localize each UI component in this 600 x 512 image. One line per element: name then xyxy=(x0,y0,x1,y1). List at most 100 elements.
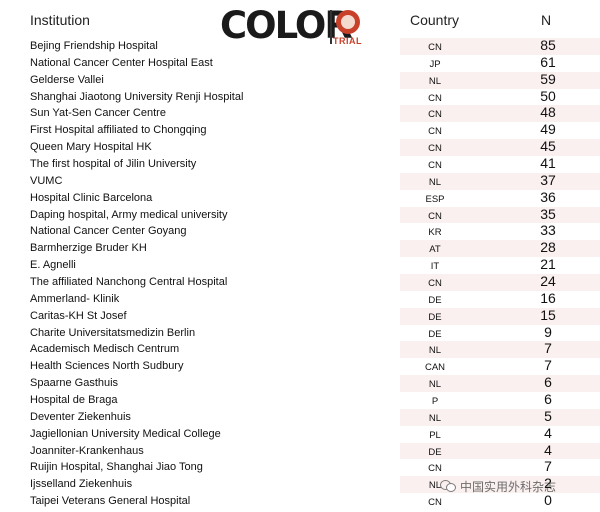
n-cell: 36 xyxy=(540,188,556,205)
institution-cell: Health Sciences North Sudbury xyxy=(30,360,184,373)
country-cell: CN xyxy=(428,143,442,155)
header-country: Country xyxy=(410,12,460,28)
table-row: Joanniter-Krankenhaus DE 4 xyxy=(0,441,600,460)
institution-cell: Queen Mary Hospital HK xyxy=(30,141,152,154)
table-row: National Cancer Center Hospital East JP 61 xyxy=(0,53,600,72)
watermark: 中国实用外科杂志 xyxy=(440,478,590,496)
table-row: Taipei Veterans General Hospital CN 0 xyxy=(0,492,600,510)
country-cell: NL xyxy=(428,345,442,357)
table-row: Deventer Ziekenhuis NL 5 xyxy=(0,407,600,426)
country-cell: JP xyxy=(429,58,441,70)
n-cell: 21 xyxy=(540,256,556,273)
n-cell: 6 xyxy=(544,391,552,408)
header-n: N xyxy=(541,12,552,28)
country-cell: CAN xyxy=(424,362,446,374)
n-cell: 5 xyxy=(544,407,552,424)
country-cell: CN xyxy=(428,42,442,53)
n-cell: 24 xyxy=(540,273,556,290)
country-cell: PL xyxy=(429,429,441,441)
n-cell: 45 xyxy=(540,138,556,155)
table-row: Hospital de Braga P 6 xyxy=(0,391,600,409)
table-row: Queen Mary Hospital HK CN 45 xyxy=(0,138,600,156)
institution-cell: Bejing Friendship Hospital xyxy=(30,40,158,52)
n-cell: 48 xyxy=(540,104,556,121)
country-cell: CN xyxy=(428,126,442,138)
table-row: Sun Yat-Sen Cancer Centre CN 48 xyxy=(0,104,600,123)
logo-divider xyxy=(330,10,332,44)
table-row: Academisch Medisch Centrum NL 7 xyxy=(0,340,600,359)
n-cell: 28 xyxy=(540,239,556,256)
n-cell: 9 xyxy=(544,323,552,340)
table-row: Jagiellonian University Medical College P… xyxy=(0,424,600,443)
n-cell: 59 xyxy=(540,70,556,87)
n-cell: 6 xyxy=(544,374,552,391)
table-row: Ammerland- Klinik DE 16 xyxy=(0,289,600,308)
institution-cell: Academisch Medisch Centrum xyxy=(30,343,180,356)
institution-cell: E. Agnelli xyxy=(30,259,76,272)
country-cell: ESP xyxy=(425,193,445,205)
institution-cell: Shanghai Jiaotong University Renji Hospi… xyxy=(30,90,244,103)
institution-cell: Hospital de Braga xyxy=(30,394,118,407)
institution-cell: Gelderse Vallei xyxy=(30,73,104,86)
table-row: National Cancer Center Goyang KR 33 xyxy=(0,222,600,240)
table-row: The affiliated Nanchong Central Hospital… xyxy=(0,273,600,291)
institution-cell: The first hospital of Jilin University xyxy=(30,158,197,171)
table-row: Bejing Friendship Hospital CN 85 xyxy=(0,37,600,55)
n-cell: 61 xyxy=(540,53,556,70)
institution-cell: Ijsselland Ziekenhuis xyxy=(30,478,133,491)
table-row: Hospital Clinic Barcelona ESP 36 xyxy=(0,188,600,207)
table-row: Ijsselland Ziekenhuis NL 2 xyxy=(0,475,600,494)
institution-cell: Daping hospital, Army medical university xyxy=(30,208,228,221)
n-cell: 4 xyxy=(544,441,552,458)
n-cell: 33 xyxy=(540,222,556,239)
n-cell: 7 xyxy=(544,357,552,374)
logo-trial-text: TRIAL xyxy=(333,36,362,46)
n-cell: 50 xyxy=(540,87,556,104)
table-row: Shanghai Jiaotong University Renji Hospi… xyxy=(0,87,600,106)
institution-cell: Joanniter-Krankenhaus xyxy=(30,444,144,457)
institution-cell: Taipei Veterans General Hospital xyxy=(30,495,191,508)
country-cell: CN xyxy=(428,109,442,121)
country-cell: CN xyxy=(428,210,442,222)
country-cell: CN xyxy=(428,278,442,290)
institution-cell: National Cancer Center Goyang xyxy=(30,225,187,238)
logo-badge-icon xyxy=(336,10,360,34)
institution-cell: Spaarne Gasthuis xyxy=(30,377,119,390)
n-cell: 15 xyxy=(540,306,556,323)
country-cell: IT xyxy=(430,261,440,273)
country-cell: NL xyxy=(428,176,442,188)
table-row: Caritas-KH St Josef DE 15 xyxy=(0,306,600,325)
country-cell: NL xyxy=(428,480,442,492)
table-row: Daping hospital, Army medical university… xyxy=(0,206,600,224)
country-cell: NL xyxy=(428,412,442,424)
institution-cell: First Hospital affiliated to Chongqing xyxy=(30,124,207,137)
country-cell: CN xyxy=(428,463,442,475)
table-row: The first hospital of Jilin University CN… xyxy=(0,155,600,173)
country-cell: P xyxy=(431,396,439,408)
n-cell: 4 xyxy=(544,424,552,441)
n-cell: 16 xyxy=(540,289,556,306)
institution-cell: Caritas-KH St Josef xyxy=(30,309,127,322)
header-institution: Institution xyxy=(30,12,90,28)
country-cell: DE xyxy=(428,294,442,306)
institution-cell: Sun Yat-Sen Cancer Centre xyxy=(30,107,166,120)
table-row: Charite Universitatsmedizin Berlin DE 9 xyxy=(0,323,600,342)
country-cell: CN xyxy=(428,497,442,509)
institution-cell: National Cancer Center Hospital East xyxy=(30,56,213,69)
institution-cell: Jagiellonian University Medical College xyxy=(30,427,221,440)
country-cell: CN xyxy=(428,92,442,104)
n-cell: 49 xyxy=(540,121,556,138)
n-cell: 37 xyxy=(540,171,556,188)
table-row: Health Sciences North Sudbury CAN 7 xyxy=(0,357,600,375)
n-cell: 41 xyxy=(540,155,556,172)
institution-cell: The affiliated Nanchong Central Hospital xyxy=(30,276,228,289)
n-cell: 85 xyxy=(540,37,556,53)
table-row: First Hospital affiliated to Chongqing CN… xyxy=(0,121,600,139)
institution-cell: Charite Universitatsmedizin Berlin xyxy=(30,326,196,339)
table-row: Spaarne Gasthuis NL 6 xyxy=(0,374,600,392)
country-cell: NL xyxy=(428,379,442,391)
table-row: Ruijin Hospital, Shanghai Jiao Tong CN 7 xyxy=(0,458,600,476)
table-row: Gelderse Vallei NL 59 xyxy=(0,70,600,89)
watermark-text: 中国实用外科杂志 xyxy=(460,480,557,494)
table-row: E. Agnelli IT 21 xyxy=(0,256,600,274)
